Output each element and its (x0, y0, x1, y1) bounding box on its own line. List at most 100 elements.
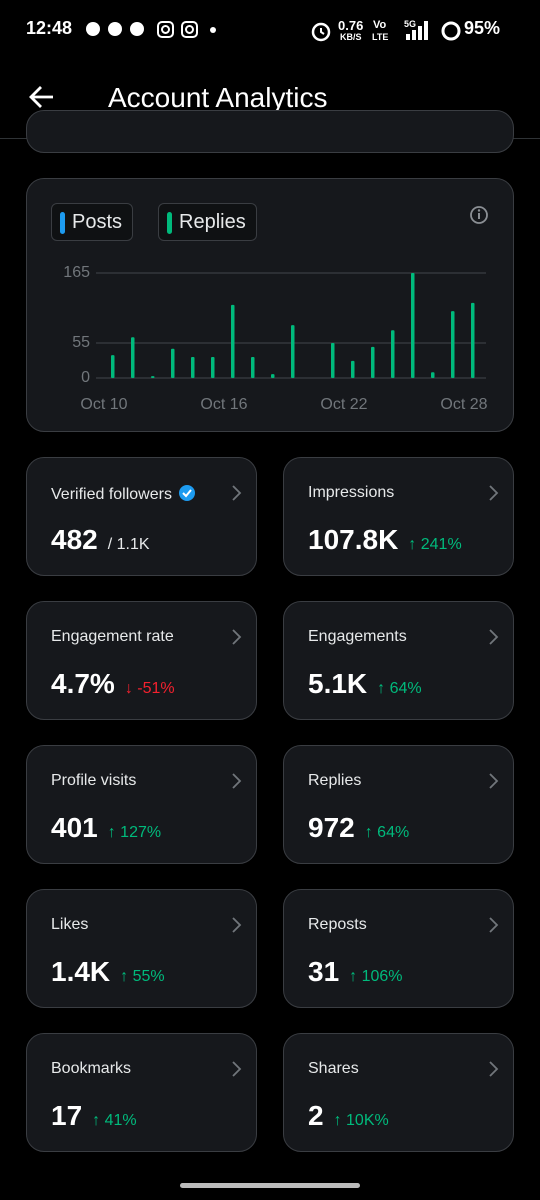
metric-card[interactable]: Shares 2 ↑ 10K% (283, 1033, 514, 1152)
metric-value: 31 ↑ 106% (308, 956, 403, 988)
metric-card[interactable]: Likes 1.4K ↑ 55% (26, 889, 257, 1008)
chevron (232, 629, 242, 645)
bar (411, 273, 415, 378)
metric-label: Shares (308, 1060, 359, 1077)
metric-change: ↑ 64% (377, 680, 422, 697)
x-tick-label: Oct 16 (200, 396, 247, 413)
metric-value: 482 / 1.1K (51, 524, 150, 556)
metric-value: 401 ↑ 127% (51, 812, 161, 844)
partial-card (26, 110, 514, 153)
chart: 0 55 165 Oct 10 Oct 16 Oct 22 Oct 28 (63, 264, 487, 413)
metric-card[interactable]: Reposts 31 ↑ 106% (283, 889, 514, 1008)
metric-card[interactable]: Engagement rate 4.7% ↓ -51% (26, 601, 257, 720)
battery-icon (441, 21, 461, 41)
bar (371, 346, 375, 378)
bar (251, 357, 255, 378)
metric-label: Impressions (308, 484, 395, 501)
metric-change: ↑ 241% (408, 536, 462, 553)
metric-change: ↑ 106% (349, 968, 403, 985)
metric-change: ↑ 64% (364, 824, 410, 841)
time: 12:48 (26, 18, 73, 38)
metric-card[interactable]: Verified followers 482 / 1.1K (26, 457, 257, 576)
y-tick-label: 55 (72, 334, 90, 351)
metric-number: 4.7% (51, 668, 115, 699)
alarm-icon (311, 22, 331, 42)
metric-label: Verified followers (51, 484, 196, 504)
bar (111, 355, 115, 378)
volte: Vo (373, 19, 387, 31)
metric-value: 972 ↑ 64% (308, 812, 409, 844)
x-tick-label: Oct 10 (80, 396, 127, 413)
y-tick-label: 0 (81, 369, 90, 386)
metric-card[interactable]: Bookmarks 17 ↑ 41% (26, 1033, 257, 1152)
metric-value: 2 ↑ 10K% (308, 1100, 389, 1132)
net-speed: 0.76 (338, 18, 364, 33)
metric-label: Profile visits (51, 772, 137, 789)
chevron (489, 1061, 499, 1077)
metric-card[interactable]: Profile visits 401 ↑ 127% (26, 745, 257, 864)
legend-swatch (167, 212, 172, 234)
network-type: 5G (404, 19, 417, 29)
metric-value: 107.8K ↑ 241% (308, 524, 462, 556)
metric-number: 972 (308, 812, 355, 843)
metric-value: 4.7% ↓ -51% (51, 668, 175, 700)
metric-change: ↑ 55% (120, 968, 165, 985)
metric-label: Reposts (308, 916, 367, 933)
metric-number: 107.8K (308, 524, 399, 555)
metric-card[interactable]: Impressions 107.8K ↑ 241% (283, 457, 514, 576)
notification-icons (86, 21, 216, 38)
legend-posts[interactable]: Posts (51, 203, 133, 241)
info-icon[interactable] (468, 204, 490, 226)
battery-level: 95% (464, 18, 501, 38)
chevron (489, 917, 499, 933)
metric-number: 482 (51, 524, 98, 555)
chevron (489, 773, 499, 789)
legend-replies[interactable]: Replies (158, 203, 257, 241)
metric-value: 1.4K ↑ 55% (51, 956, 165, 988)
metric-change: ↑ 41% (92, 1112, 137, 1129)
metric-number: 17 (51, 1100, 83, 1131)
legend-label: Posts (72, 211, 123, 233)
metric-card[interactable]: Engagements 5.1K ↑ 64% (283, 601, 514, 720)
bar (391, 330, 395, 378)
bar (351, 360, 355, 378)
x-tick-label: Oct 22 (320, 396, 367, 413)
legend-swatch (60, 212, 65, 234)
metric-value: 5.1K ↑ 64% (308, 668, 422, 700)
bar (131, 337, 135, 378)
x-tick-label: Oct 28 (440, 396, 487, 413)
home-indicator (180, 1183, 360, 1188)
metric-number: 5.1K (308, 668, 368, 699)
bar (171, 348, 175, 378)
metric-number: 401 (51, 812, 98, 843)
chevron (489, 485, 499, 501)
metric-number: 2 (308, 1100, 324, 1131)
bar (431, 372, 435, 378)
metric-change: / 1.1K (107, 536, 150, 553)
metric-label: Engagement rate (51, 628, 174, 645)
net-speed-unit: KB/S (340, 32, 362, 42)
bar (231, 304, 235, 378)
metric-card[interactable]: Replies 972 ↑ 64% (283, 745, 514, 864)
bar (191, 357, 195, 378)
metric-change: ↑ 10K% (333, 1112, 389, 1129)
metric-label: Replies (308, 772, 362, 789)
metric-change: ↑ 127% (107, 824, 162, 841)
y-tick-label: 165 (63, 264, 90, 281)
metric-number: 31 (308, 956, 340, 987)
bar (471, 302, 475, 378)
bar (151, 376, 155, 378)
back-button[interactable] (28, 84, 58, 110)
metric-label: Likes (51, 916, 89, 933)
signal-icon (406, 21, 428, 40)
metric-label: Bookmarks (51, 1060, 132, 1077)
volte-lte: LTE (372, 32, 389, 42)
chevron (232, 917, 242, 933)
chevron (232, 485, 242, 501)
bar (451, 311, 455, 378)
chevron (489, 629, 499, 645)
metric-value: 17 ↑ 41% (51, 1100, 137, 1132)
bar (331, 343, 335, 378)
verified-badge (178, 485, 195, 501)
